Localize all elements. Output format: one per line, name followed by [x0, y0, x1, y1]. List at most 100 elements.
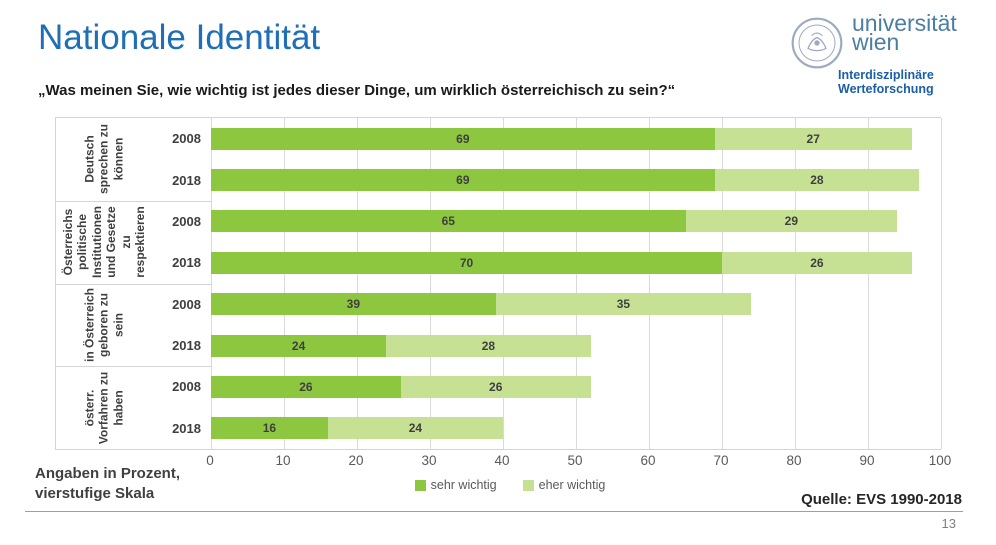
bar-segment-sehr-wichtig: 16: [211, 417, 328, 440]
stacked-bar: 69 28: [211, 169, 941, 192]
year-label: 2018: [172, 338, 201, 354]
year-label: 2008: [172, 131, 201, 147]
bar-value-label: 16: [262, 421, 277, 436]
bar-value-label: 28: [481, 338, 496, 353]
legend-swatch-icon: [414, 479, 426, 491]
page-number: 13: [941, 516, 956, 531]
x-axis-tick: 80: [786, 453, 802, 468]
gridline: [941, 118, 942, 449]
bar-value-label: 24: [408, 421, 423, 436]
logo-subtitle-line2: Werteforschung: [838, 82, 934, 97]
bar-segment-sehr-wichtig: 69: [211, 127, 715, 150]
bar-segment-sehr-wichtig: 70: [211, 251, 722, 274]
bar-row: 2018 69 28: [151, 159, 941, 200]
bar-value-label: 26: [299, 379, 313, 394]
bar-row: 2018 16 24: [151, 408, 941, 449]
legend-swatch-icon: [522, 479, 534, 491]
bar-value-label: 28: [810, 173, 824, 188]
bar-value-label: 65: [441, 214, 455, 229]
bar-segment-sehr-wichtig: 65: [211, 210, 686, 233]
gridline-layer: [211, 118, 942, 449]
survey-question: „Was meinen Sie, wie wichtig ist jedes d…: [38, 82, 676, 99]
bar-segment-eher-wichtig: 26: [722, 251, 912, 274]
gridline: [795, 118, 796, 449]
gridline: [649, 118, 650, 449]
stacked-bar: 69 27: [211, 127, 941, 150]
gridline: [430, 118, 431, 449]
legend-item: sehr wichtig: [414, 478, 497, 492]
category-group: Deutsch sprechen zu können 2008 69 27 2018 69…: [56, 118, 941, 201]
x-axis-tick: 0: [206, 453, 214, 468]
bar-value-label: 24: [291, 338, 306, 353]
footer-divider: [25, 511, 963, 512]
bar-row: 2018 24 28: [151, 325, 941, 366]
group-label-text: Deutsch sprechen zu können: [81, 124, 125, 195]
bar-segment-eher-wichtig: 24: [327, 417, 503, 440]
group-label: Deutsch sprechen zu können: [56, 118, 151, 201]
wordmark-line2: wien: [852, 29, 900, 56]
bar-value-label: 29: [784, 214, 799, 229]
category-group: österr. Vorfahren zu haben 2008 26 26 2018 16…: [56, 366, 941, 449]
bar-row: 2008 39 35: [151, 284, 941, 325]
x-axis-tick: 40: [494, 453, 510, 468]
bar-row: 2018 70 26: [151, 242, 941, 283]
bar-segment-sehr-wichtig: 26: [211, 375, 401, 398]
x-axis: 0 10 20 30 40 50 60 70 80 90 100: [206, 453, 951, 469]
university-seal-icon: [791, 17, 843, 69]
source-label: Quelle: EVS 1990-2018: [801, 491, 962, 508]
stacked-bar: 39 35: [211, 293, 941, 316]
year-label: 2008: [172, 296, 201, 312]
bar-row: 2008 69 27: [151, 118, 941, 159]
stacked-bar: 70 26: [211, 251, 941, 274]
bar-value-label: 27: [806, 131, 820, 146]
bar-segment-sehr-wichtig: 69: [211, 169, 715, 192]
bar-segment-eher-wichtig: 28: [386, 334, 591, 357]
bar-segment-sehr-wichtig: 24: [211, 334, 387, 357]
year-label: 2008: [172, 379, 201, 395]
bar-segment-eher-wichtig: 35: [495, 293, 752, 316]
category-group: in Österreich geboren zu sein 2008 39 35 201…: [56, 283, 941, 367]
category-group: Österreichs politische Institutionen und…: [56, 200, 941, 284]
bar-value-label: 69: [456, 173, 470, 188]
year-label: 2018: [172, 255, 201, 271]
x-axis-tick: 30: [421, 453, 437, 468]
stacked-bar-chart: Deutsch sprechen zu können 2008 69 27 2018 69…: [55, 117, 942, 450]
gridline: [868, 118, 869, 449]
bar-row: 2008 65 29: [151, 201, 941, 242]
bar-segment-eher-wichtig: 27: [714, 127, 912, 150]
footnote: Angaben in Prozent, vierstufige Skala: [35, 465, 181, 502]
x-axis-tick: 60: [640, 453, 656, 468]
group-label: Österreichs politische Institutionen und…: [56, 201, 151, 284]
legend-label: sehr wichtig: [430, 478, 497, 492]
legend-label: eher wichtig: [538, 478, 606, 492]
year-label: 2018: [172, 420, 201, 436]
stacked-bar: 16 24: [211, 417, 941, 440]
stacked-bar: 65 29: [211, 210, 941, 233]
bar-segment-eher-wichtig: 28: [714, 169, 920, 192]
gridline: [576, 118, 577, 449]
bar-value-label: 70: [459, 255, 474, 270]
page-title: Nationale Identität: [38, 18, 321, 57]
group-label: in Österreich geboren zu sein: [56, 284, 151, 367]
bar-value-label: 39: [346, 297, 361, 312]
x-axis-tick: 90: [859, 453, 875, 468]
gridline: [284, 118, 285, 449]
group-label: österr. Vorfahren zu haben: [56, 366, 151, 449]
group-label-text: in Österreich geboren zu sein: [81, 287, 125, 362]
x-axis-tick: 10: [275, 453, 291, 468]
bar-value-label: 69: [456, 131, 470, 146]
group-label-text: österr. Vorfahren zu haben: [81, 371, 125, 444]
bar-row: 2008 26 26: [151, 366, 941, 407]
stacked-bar: 24 28: [211, 334, 941, 357]
bar-segment-eher-wichtig: 26: [400, 375, 591, 398]
bar-segment-eher-wichtig: 29: [685, 210, 898, 233]
logo-subtitle-line1: Interdisziplinäre: [838, 68, 934, 82]
bar-segment-sehr-wichtig: 39: [211, 293, 496, 316]
bar-value-label: 26: [489, 379, 503, 394]
group-label-text: Österreichs politische Institutionen und…: [60, 206, 147, 279]
bar-value-label: 26: [810, 255, 824, 270]
year-label: 2018: [172, 172, 201, 188]
year-label: 2008: [172, 213, 201, 229]
gridline: [722, 118, 723, 449]
